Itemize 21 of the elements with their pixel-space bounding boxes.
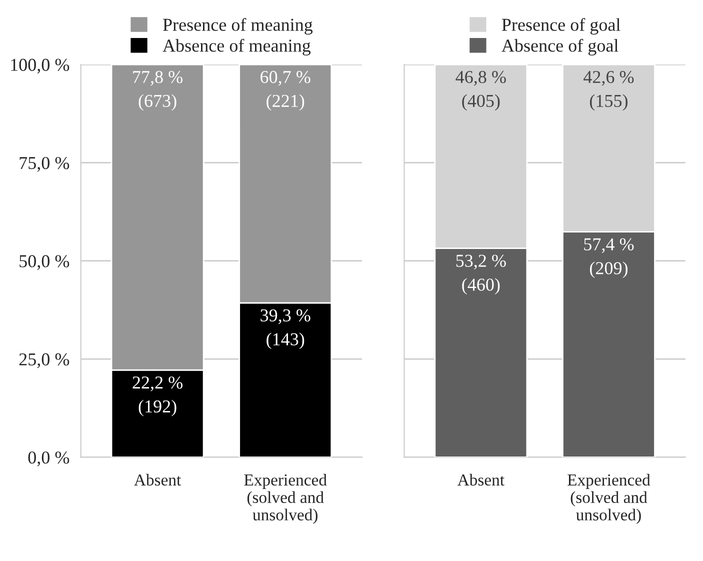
data-label: 39,3 % (143) xyxy=(260,309,310,350)
legend-label: Presence of meaning xyxy=(163,18,313,35)
legend-label: Presence of goal xyxy=(502,18,620,35)
y-tick-label: 50,0 % xyxy=(20,255,70,270)
data-label: 22,2 % (192) xyxy=(132,376,182,416)
data-label: 42,6 % (155) xyxy=(584,70,634,111)
legend-label: Absence of goal xyxy=(502,38,618,56)
legend-label: Absence of meaning xyxy=(162,38,311,56)
y-tick-label: 25,0 % xyxy=(19,353,70,368)
data-label: 57,4 % (209) xyxy=(584,238,634,278)
y-tick-label: 0,0 % xyxy=(28,451,70,466)
data-label: 77,8 % (673) xyxy=(133,70,182,111)
data-label: 53,2 % (460) xyxy=(456,254,506,294)
data-label: 46,8 % (405) xyxy=(456,70,506,111)
x-tick-label: Experienced (solved and unsolved) xyxy=(244,474,327,524)
x-tick-label: Experienced (solved and unsolved) xyxy=(568,474,650,524)
x-tick-label: Absent xyxy=(134,474,182,486)
y-tick-label: 100,0 % xyxy=(11,58,70,74)
y-tick-label: 75,0 % xyxy=(20,156,70,172)
x-tick-label: Absent xyxy=(457,474,504,486)
data-label: 60,7 % (221) xyxy=(260,70,310,111)
